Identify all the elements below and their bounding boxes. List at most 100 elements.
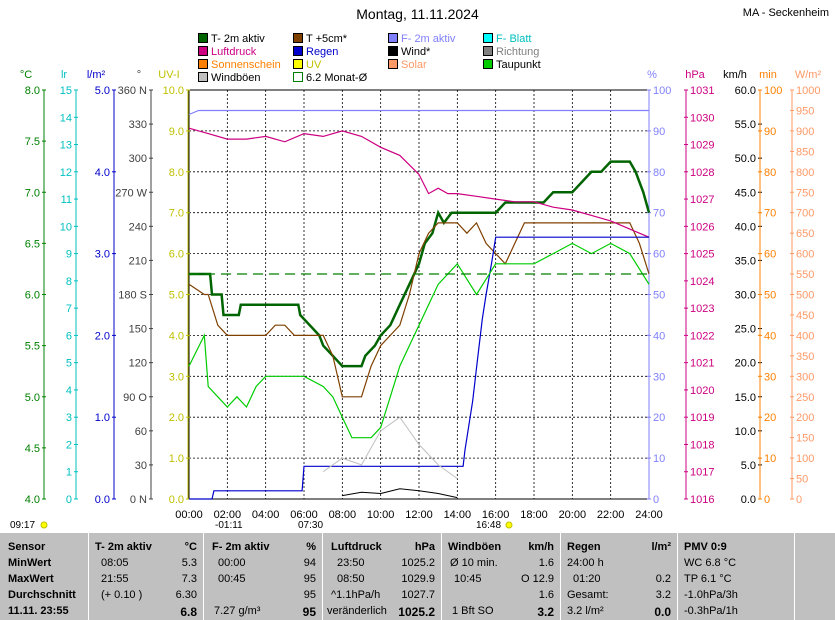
legend-label: F- Blatt	[496, 33, 532, 45]
axis-tick-label-temp: 6.0	[25, 290, 40, 302]
moon-icon	[40, 521, 48, 529]
axis-tick-label-wind: 35.0	[735, 255, 756, 267]
x-tick-label: 16:00	[482, 509, 510, 521]
axis-unit-solar: W/m²	[795, 69, 822, 81]
legend-item: Solar	[388, 58, 427, 73]
axis-tick-label-leaf: 10	[60, 221, 72, 233]
col-title: PMV 0:9	[684, 541, 727, 553]
axis-unit-press: hPa	[685, 69, 705, 81]
series-line-t-2m-aktiv	[189, 160, 651, 368]
summary-col-wind: Windböen km/h Ø 10 min. 1.6 10:45 O 12.9…	[442, 533, 560, 620]
axis-tick-label-leaf: 3	[66, 412, 72, 424]
axis-tick-label-press: 1023	[690, 303, 714, 315]
x-tick-label: 12:00	[405, 509, 433, 521]
axis-tick-label-solar: 550	[796, 269, 814, 281]
x-tick-label: 00:00	[175, 509, 203, 521]
legend-swatch	[483, 33, 493, 43]
axis-unit-sun: min	[759, 69, 777, 81]
axis-tick-label-dir: 300	[129, 153, 147, 165]
axis-tick-label-press: 1022	[690, 330, 714, 342]
legend-label: Taupunkt	[496, 59, 541, 71]
cell-current: 3.2	[537, 605, 554, 619]
axis-tick-label-solar: 150	[796, 433, 814, 445]
sunrise-label: 07:30	[298, 520, 323, 531]
axis-tick-label-sun: 30	[764, 371, 776, 383]
x-tick-label: 24:00	[635, 509, 663, 521]
axis-tick-label-sun: 90	[764, 126, 776, 138]
axis-tick-label-uv: 7.0	[169, 208, 184, 220]
axis-tick-label-press: 1020	[690, 385, 714, 397]
series-line-regen	[189, 236, 649, 500]
axis-tick-label-rain: 5.0	[95, 85, 110, 97]
legend-swatch	[198, 46, 208, 56]
col-title: Luftdruck	[331, 541, 382, 553]
axis-tick-label-hum: 60	[653, 249, 665, 261]
axis-tick-label-hum: 40	[653, 330, 665, 342]
axis-tick-label-dir: 150	[129, 324, 147, 336]
axis-tick-label-sun: 80	[764, 167, 776, 179]
legend-swatch	[293, 59, 303, 69]
axis-tick-label-press: 1025	[690, 249, 714, 261]
x-tick-label: 20:00	[559, 509, 587, 521]
axis-tick-label-dir: 120	[129, 358, 147, 370]
legend-item: T +5cm*	[293, 32, 347, 47]
legend-item: Wind*	[388, 45, 430, 60]
axis-tick-label-sun: 20	[764, 412, 776, 424]
axis-tick-label-leaf: 9	[66, 249, 72, 261]
axis-tick-label-temp: 4.0	[25, 494, 40, 506]
axis-tick-label-sun: 60	[764, 249, 776, 261]
series-line-windb-en	[322, 416, 458, 480]
axis-tick-label-press: 1017	[690, 467, 714, 479]
x-tick-label: 22:00	[597, 509, 625, 521]
x-tick-label: 02:00	[214, 509, 242, 521]
axis-tick-label-uv: 5.0	[169, 290, 184, 302]
series-line-luftdruck	[188, 127, 650, 238]
legend-swatch	[293, 46, 303, 56]
axis-tick-label-hum: 90	[653, 126, 665, 138]
axis-tick-label-temp: 5.0	[25, 392, 40, 404]
axis-tick-label-wind: 5.0	[741, 460, 756, 472]
axis-tick-label-solar: 900	[796, 126, 814, 138]
axis-tick-label-rain: 1.0	[95, 412, 110, 424]
axis-tick-label-wind: 20.0	[735, 358, 756, 370]
axis-tick-label-wind: 25.0	[735, 324, 756, 336]
cell-trend: ^1.1hPa/h	[331, 589, 381, 601]
summary-col-pressure: Luftdruck hPa 23:50 1025.2 08:50 1029.9 …	[323, 533, 441, 620]
legend-label: T +5cm*	[306, 33, 348, 45]
axis-tick-label-leaf: 1	[66, 467, 72, 479]
x-tick-label: 08:00	[329, 509, 357, 521]
axis-tick-label-press: 1030	[690, 112, 714, 124]
axis-tick-label-hum: 70	[653, 208, 665, 220]
axis-tick-label-uv: 0.0	[169, 494, 184, 506]
axis-tick-label-temp: 8.0	[25, 85, 40, 97]
axis-tick-label-uv: 2.0	[169, 412, 184, 424]
cell-beaufort: 1 Bft SO	[452, 605, 494, 617]
axis-tick-label-sun: 10	[764, 453, 776, 465]
axis-tick-label-solar: 650	[796, 228, 814, 240]
axis-tick-label-leaf: 12	[60, 167, 72, 179]
weather-chart: 8.07.57.06.56.05.55.04.54.0°C15141312111…	[10, 69, 822, 531]
axis-tick-label-uv: 10.0	[163, 85, 184, 97]
cell-time: 00:45	[218, 573, 246, 585]
axis-unit-dir: °	[137, 69, 141, 81]
legend-item: Sonnenschein	[198, 58, 281, 73]
axis-tick-label-solar: 300	[796, 371, 814, 383]
col-unit: °C	[184, 541, 197, 553]
x-tick-label: 04:00	[252, 509, 280, 521]
cell-time: 23:50	[337, 557, 365, 569]
cell-value: 6.30	[175, 589, 197, 601]
col-title: Windböen	[448, 541, 502, 553]
col-unit: hPa	[414, 541, 435, 553]
cell-label: Gesamt:	[567, 589, 609, 601]
axis-tick-label-dir: 240	[129, 221, 147, 233]
series-line-wind-	[342, 488, 458, 499]
axis-tick-label-wind: 45.0	[735, 187, 756, 199]
summary-col-rain: Regen l/m² 24:00 h 01:20 0.2 Gesamt: 3.2…	[561, 533, 677, 620]
divider	[677, 533, 678, 620]
axis-tick-label-solar: 800	[796, 167, 814, 179]
axis-tick-label-press: 1028	[690, 167, 714, 179]
cell-value: 1027.7	[401, 589, 435, 601]
row-label: MinWert	[8, 557, 52, 569]
divider	[88, 533, 89, 620]
col-title: F- 2m aktiv	[212, 541, 270, 553]
